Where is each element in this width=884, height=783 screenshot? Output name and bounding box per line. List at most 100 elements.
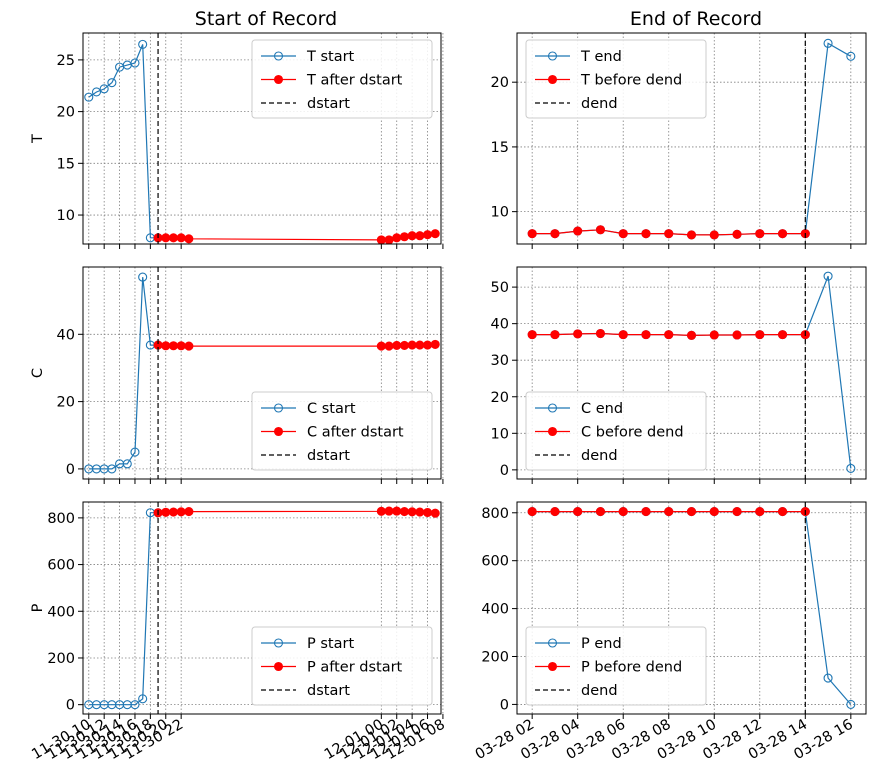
series-line <box>88 277 159 470</box>
data-point <box>91 87 102 97</box>
legend-label: dend <box>581 448 618 464</box>
panel-1: 10 15 20 T end T before dend dend <box>491 32 867 249</box>
data-point <box>184 234 194 244</box>
data-point <box>709 230 719 240</box>
legend-label: C end <box>581 401 623 417</box>
data-point <box>595 328 606 339</box>
y-tick-label: 40 <box>491 317 509 333</box>
data-point <box>176 341 186 351</box>
data-point <box>407 231 417 241</box>
data-point <box>823 673 833 683</box>
data-point <box>430 508 440 518</box>
data-point <box>550 330 560 340</box>
y-axis-label: C <box>30 368 46 378</box>
y-axis-label: T <box>30 134 46 144</box>
y-tick-label: 20 <box>57 395 75 411</box>
data-point <box>777 229 788 239</box>
data-point <box>184 507 194 517</box>
legend-label: dstart <box>307 96 350 112</box>
y-tick-label: 30 <box>491 353 509 369</box>
data-point <box>161 507 171 517</box>
data-point <box>664 229 674 239</box>
data-point <box>138 272 148 282</box>
axes-frame <box>516 266 867 480</box>
legend-marker <box>547 661 558 672</box>
data-point <box>122 459 132 469</box>
data-point <box>641 507 651 517</box>
y-tick-label: 800 <box>481 506 509 522</box>
data-point <box>107 464 117 474</box>
y-tick-label: 25 <box>57 53 75 69</box>
data-point <box>168 233 179 243</box>
legend-label: T after dstart <box>306 73 403 89</box>
y-tick-label: 0 <box>500 697 509 713</box>
axes-frame <box>82 501 442 715</box>
data-point <box>527 507 537 517</box>
data-point <box>415 340 425 350</box>
legend-marker <box>547 426 558 437</box>
legend-label: dend <box>581 96 618 112</box>
data-point <box>732 330 742 340</box>
data-point <box>384 235 394 245</box>
data-point <box>430 339 440 349</box>
y-axis-label: P <box>30 603 46 612</box>
data-point <box>392 233 402 243</box>
col-title-end: End of Record <box>630 8 762 30</box>
data-point <box>686 507 697 517</box>
y-tick-label: 0 <box>66 698 75 714</box>
data-point <box>823 271 833 281</box>
data-point <box>407 340 417 350</box>
data-point <box>550 229 560 239</box>
legend-marker <box>547 74 558 85</box>
legend-label: P start <box>307 636 354 652</box>
legend-marker <box>547 403 558 413</box>
legend-label: T start <box>306 49 355 65</box>
data-point <box>755 507 765 517</box>
data-point <box>755 330 765 340</box>
data-point <box>99 84 109 94</box>
data-point <box>138 39 148 49</box>
legend-label: C before dend <box>581 425 684 441</box>
data-point <box>407 507 417 517</box>
legend-marker <box>273 403 284 413</box>
legend-label: P end <box>581 636 622 652</box>
legend-marker <box>273 426 284 437</box>
legend-label: C after dstart <box>307 425 404 441</box>
data-point <box>641 229 651 239</box>
y-tick-label: 400 <box>47 604 75 620</box>
legend-marker <box>273 638 284 648</box>
data-point <box>168 507 179 517</box>
data-point <box>84 92 94 102</box>
legend-box <box>525 39 707 119</box>
y-tick-label: 200 <box>47 651 75 667</box>
data-point <box>618 229 628 239</box>
data-point <box>664 330 674 340</box>
legend-box <box>251 391 433 471</box>
data-point <box>130 700 140 710</box>
axes-frame <box>82 266 442 480</box>
data-point <box>384 506 394 516</box>
data-point <box>573 507 583 517</box>
legend-label: dend <box>581 683 618 699</box>
y-tick-label: 600 <box>481 554 509 570</box>
y-tick-label: 20 <box>57 105 75 121</box>
y-tick-label: 15 <box>57 156 75 172</box>
panel-2: 0 20 40 C C start C after dstart dstart <box>30 266 444 484</box>
y-tick-label: 400 <box>481 602 509 618</box>
data-point <box>664 507 674 517</box>
data-point <box>138 694 148 704</box>
legend: P end P before dend dend <box>525 626 707 706</box>
data-point <box>176 507 186 517</box>
data-point <box>161 341 171 351</box>
data-point <box>392 506 402 516</box>
data-point <box>376 235 386 245</box>
data-point <box>686 330 697 340</box>
legend: P start P after dstart dstart <box>251 626 433 706</box>
data-point <box>399 340 409 350</box>
panel-0: 10 15 20 25 T T start T after dstart dstart <box>30 32 444 249</box>
data-point <box>618 507 628 517</box>
data-point <box>399 232 409 242</box>
